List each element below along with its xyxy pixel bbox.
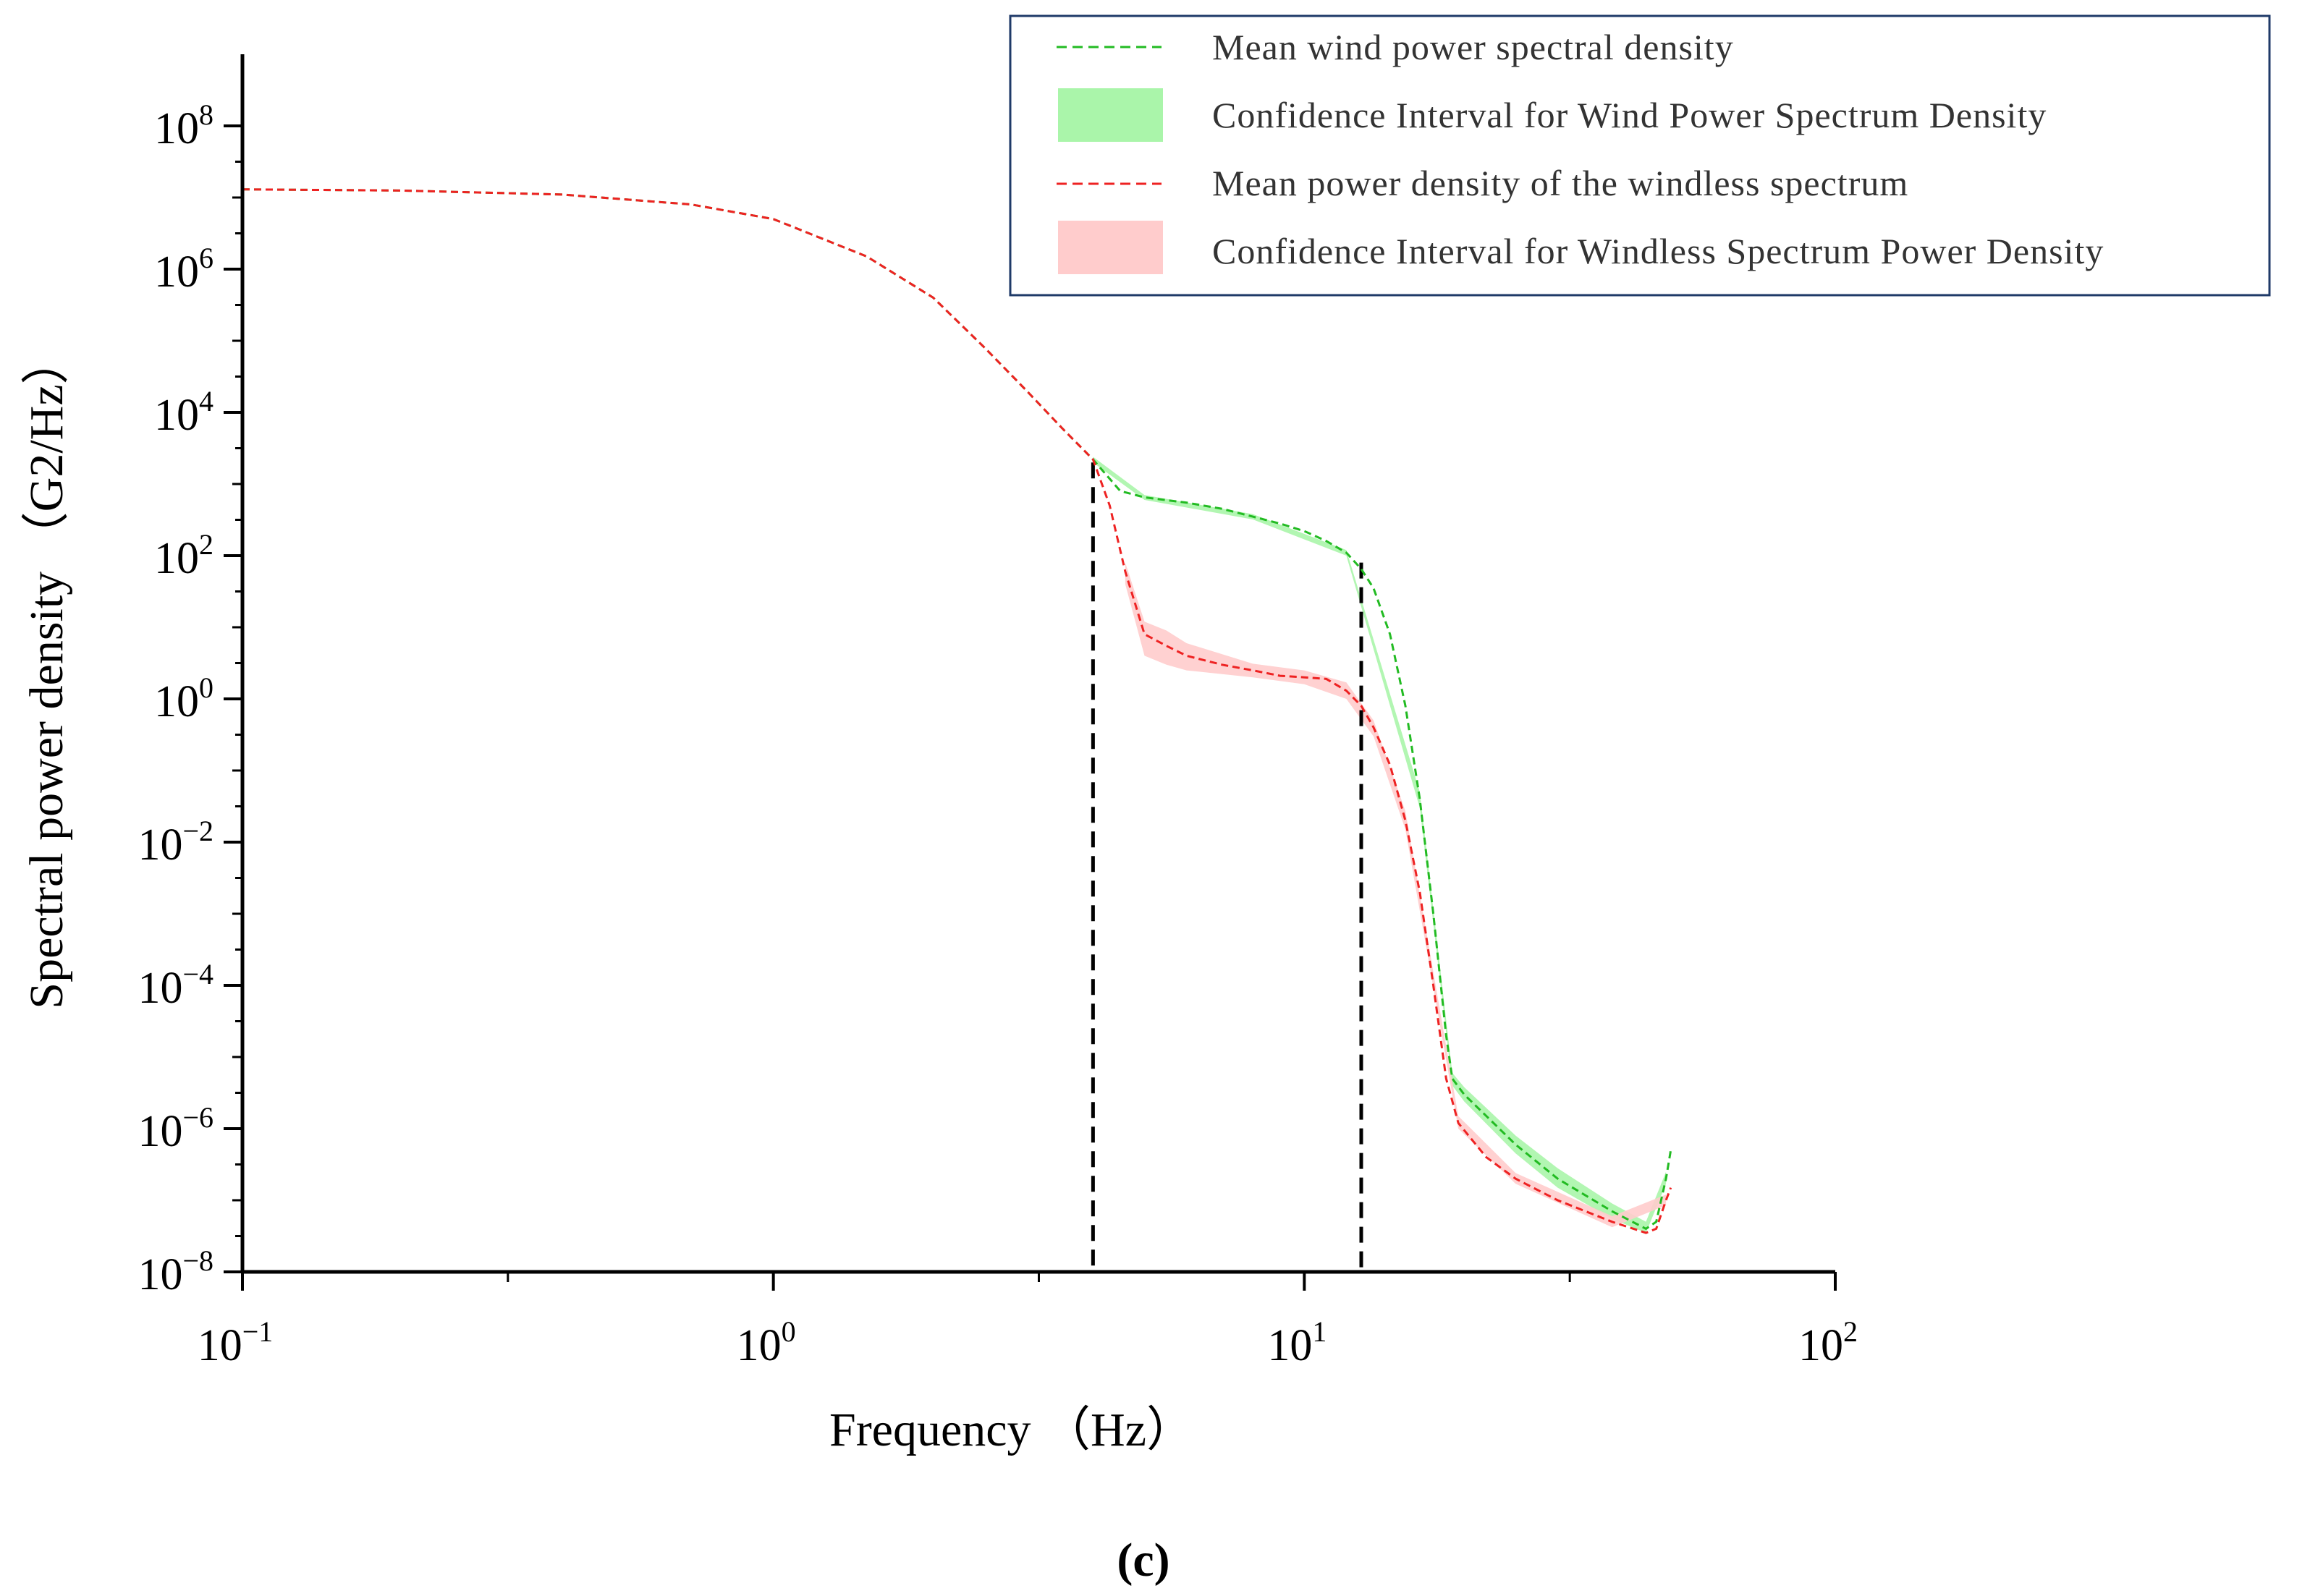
legend-label-wind-ci: Confidence Interval for Wind Power Spect… <box>1212 95 2047 135</box>
y-tick-label: 10−2 <box>138 815 213 870</box>
y-tick-label: 100 <box>154 671 213 726</box>
y-tick-label: 108 <box>154 98 213 153</box>
y-tick-label: 10−8 <box>138 1244 213 1299</box>
x-ticks: 10−1 100 101 102 <box>198 1272 1858 1370</box>
series-lines <box>242 188 1672 1234</box>
legend-box <box>1009 14 2271 297</box>
y-ticks: 10−8 10−6 10−4 10−2 100 102 104 106 108 <box>138 98 242 1299</box>
y-tick-label: 10−4 <box>138 958 213 1013</box>
y-tick-label: 102 <box>154 528 213 583</box>
legend-label-wind-mean: Mean wind power spectral density <box>1212 27 1734 67</box>
x-tick-label: 101 <box>1267 1315 1327 1370</box>
y-tick-label: 10−6 <box>138 1101 213 1156</box>
x-axis-title: Frequency （Hz） <box>829 1404 1194 1456</box>
windless-mean-line <box>242 188 1672 1234</box>
y-tick-label: 104 <box>154 385 213 440</box>
legend-label-windless-mean: Mean power density of the windless spect… <box>1212 163 1908 203</box>
reference-lines <box>1091 462 1363 1272</box>
legend-swatch-windless-ci <box>1058 221 1163 274</box>
panel-caption: (c) <box>1117 1534 1169 1587</box>
x-tick-label: 10−1 <box>198 1315 274 1370</box>
y-tick-label: 106 <box>154 242 213 297</box>
confidence-bands <box>1093 457 1667 1234</box>
legend-swatch-wind-ci <box>1058 88 1163 142</box>
wind-mean-line <box>242 188 1672 1231</box>
x-tick-label: 102 <box>1798 1315 1858 1370</box>
windless-confidence-band <box>1125 562 1667 1228</box>
legend-label-windless-ci: Confidence Interval for Windless Spectru… <box>1212 231 2104 271</box>
x-tick-label: 100 <box>737 1315 796 1370</box>
y-axis-title: Spectral power density （G2/Hz） <box>20 336 73 1009</box>
legend: Mean wind power spectral density Confide… <box>1009 14 2271 297</box>
wind-confidence-band <box>1093 457 1667 1234</box>
